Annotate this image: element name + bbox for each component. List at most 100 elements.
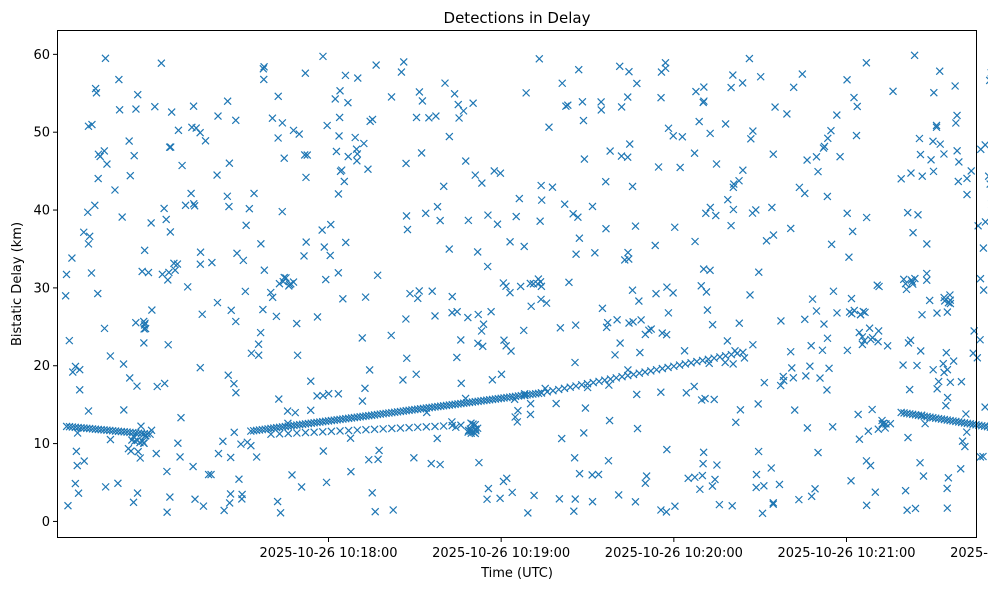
- detection-marker: [297, 483, 306, 491]
- detection-marker: [632, 390, 641, 399]
- detection-marker: [171, 266, 180, 275]
- detection-marker: [905, 385, 914, 394]
- detection-marker: [746, 291, 754, 299]
- detection-marker: [897, 174, 906, 183]
- detection-marker: [526, 399, 535, 408]
- detection-marker: [373, 271, 382, 280]
- detection-marker: [976, 452, 985, 461]
- detection-marker: [413, 294, 422, 303]
- detection-marker: [818, 346, 827, 355]
- detection-marker: [800, 315, 809, 324]
- detection-marker: [861, 308, 869, 317]
- detection-marker: [365, 366, 374, 374]
- detection-marker: [431, 112, 440, 120]
- detection-marker: [526, 279, 535, 288]
- detection-marker: [364, 455, 373, 464]
- detection-marker: [762, 236, 771, 245]
- detection-marker: [295, 130, 304, 139]
- detection-marker: [225, 202, 233, 211]
- detection-marker: [769, 231, 778, 239]
- detection-marker: [625, 319, 633, 327]
- detection-marker: [236, 440, 245, 449]
- detection-marker: [594, 470, 603, 479]
- detection-marker: [803, 156, 812, 164]
- detection-marker: [399, 58, 408, 66]
- detection-marker: [332, 147, 341, 156]
- detection-marker: [782, 110, 791, 118]
- detection-marker: [256, 328, 265, 337]
- detection-marker: [150, 102, 159, 111]
- detection-marker: [984, 172, 988, 181]
- detection-marker: [670, 502, 679, 511]
- detection-marker: [484, 211, 492, 220]
- detection-marker: [422, 408, 431, 417]
- detection-marker: [292, 319, 301, 328]
- detection-marker: [331, 95, 340, 103]
- detection-marker: [918, 310, 926, 319]
- detection-marker: [614, 491, 623, 499]
- detection-marker: [101, 54, 110, 63]
- detection-marker: [602, 323, 611, 332]
- detection-marker: [847, 309, 856, 318]
- detection-marker: [119, 405, 128, 414]
- detection-marker: [911, 504, 920, 513]
- detection-marker: [845, 253, 853, 262]
- detection-marker: [899, 275, 908, 284]
- detection-marker: [579, 429, 588, 437]
- detection-marker: [439, 422, 448, 430]
- detection-marker: [873, 281, 882, 290]
- detection-marker: [192, 124, 201, 132]
- detection-marker: [75, 365, 84, 374]
- detection-marker: [654, 163, 663, 171]
- detection-marker: [259, 64, 268, 73]
- detection-marker: [242, 221, 251, 230]
- detection-marker: [808, 295, 817, 304]
- detection-marker: [858, 332, 867, 341]
- detection-marker: [453, 307, 462, 316]
- detection-marker: [358, 397, 367, 406]
- detection-marker: [352, 145, 361, 154]
- detection-marker: [701, 209, 710, 218]
- detection-marker: [736, 405, 745, 414]
- detection-marker: [441, 79, 449, 88]
- detection-marker: [483, 262, 492, 271]
- detection-marker: [625, 140, 634, 149]
- detection-marker: [871, 488, 880, 497]
- detection-marker: [588, 497, 597, 506]
- detection-marker: [588, 470, 597, 479]
- detection-marker: [178, 161, 187, 170]
- detection-marker: [225, 499, 234, 507]
- detection-marker: [288, 471, 296, 479]
- detection-marker: [260, 266, 269, 275]
- detection-marker: [214, 449, 223, 458]
- detection-marker: [775, 480, 784, 489]
- detection-marker: [918, 172, 927, 181]
- detection-marker: [957, 377, 966, 386]
- y-tick-label: 60: [33, 48, 50, 63]
- detection-marker: [508, 488, 517, 497]
- detection-marker: [412, 113, 421, 122]
- detection-marker: [758, 509, 767, 518]
- detection-marker: [901, 279, 910, 288]
- detection-marker: [769, 500, 778, 509]
- detection-marker: [499, 477, 508, 486]
- detection-marker: [922, 239, 931, 248]
- detection-marker: [204, 470, 213, 479]
- detection-marker: [174, 126, 183, 135]
- detection-marker: [702, 288, 711, 296]
- detection-marker: [510, 395, 519, 404]
- detection-marker: [907, 169, 915, 177]
- detection-marker: [933, 309, 941, 318]
- detection-marker: [428, 287, 437, 296]
- detection-marker: [280, 273, 289, 282]
- detection-marker: [130, 437, 139, 446]
- detection-marker: [703, 306, 712, 314]
- detection-marker: [803, 423, 812, 432]
- detection-marker: [527, 302, 536, 311]
- detection-marker: [341, 71, 350, 80]
- detection-marker: [563, 101, 572, 110]
- detection-marker: [436, 460, 445, 469]
- detection-marker: [259, 75, 268, 84]
- detection-marker: [536, 217, 545, 226]
- detection-marker: [695, 485, 704, 494]
